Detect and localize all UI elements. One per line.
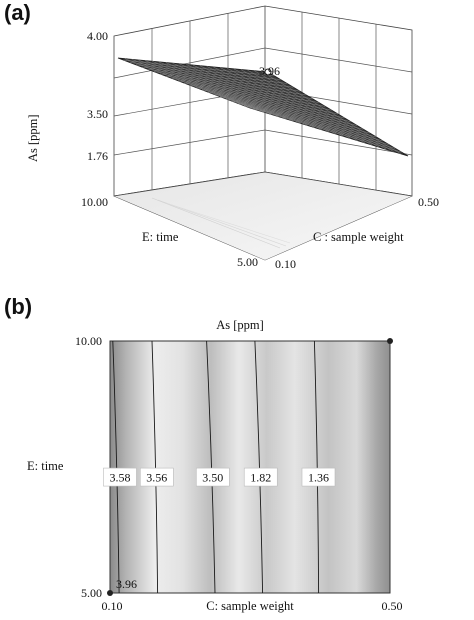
contour-label-3.58: 3.58 — [109, 471, 130, 485]
panel-a: (a) 3.96 — [4, 0, 439, 271]
design-point-1 — [387, 338, 393, 344]
surface-mesh-line-v14 — [201, 89, 358, 126]
contour-line-3.56 — [151, 340, 159, 594]
y-tick-10.00: 10.00 — [81, 195, 108, 209]
y-axis: 10.00 5.00 E: time — [81, 195, 258, 269]
contour-x-axis-title: C: sample weight — [206, 599, 294, 613]
contour-y-axis-title: E: time — [27, 459, 64, 473]
contour-label-1.82: 1.82 — [250, 471, 271, 485]
contour-title: As [ppm] — [216, 318, 264, 332]
contour-line-3.50 — [206, 340, 216, 594]
surface-mesh-line-v12 — [189, 85, 345, 119]
contour-y-tick-10.00: 10.00 — [75, 334, 102, 348]
z-tick-1.76: 1.76 — [87, 149, 108, 163]
floor-contours — [151, 197, 291, 249]
contour-label-box-3.58 — [103, 467, 137, 487]
contour-label-box-1.36 — [301, 467, 336, 487]
contour-line-1.82 — [254, 340, 264, 594]
surface-mesh-line-v11 — [183, 82, 339, 115]
contour-label-box-3.56 — [140, 467, 174, 487]
design-point-0 — [107, 590, 113, 596]
surface-mesh-line-u18 — [240, 69, 380, 148]
surface-mesh-line-u19 — [247, 69, 387, 150]
contour-label-3.56: 3.56 — [146, 471, 167, 485]
surface-mesh-line-u21 — [261, 71, 401, 155]
x-tick-0.10: 0.10 — [275, 257, 296, 271]
box-floor-back — [113, 171, 413, 197]
contour-x-tick-0.50: 0.50 — [382, 599, 403, 613]
surface-box — [113, 5, 413, 261]
contour-line-3.58 — [112, 340, 120, 594]
contour-x-tick-0.10: 0.10 — [102, 599, 123, 613]
x-axis: 0.10 0.50 C : sample weight — [275, 195, 439, 271]
contour-line-1.36 — [313, 340, 320, 594]
surface-mesh-line-u15 — [220, 67, 358, 141]
surface-mesh-line-v21 — [243, 105, 402, 153]
contour-plot-area — [109, 340, 391, 594]
response-surface: 3.96 — [117, 57, 409, 157]
contour-label-3.50: 3.50 — [202, 471, 223, 485]
surface-mesh-line-v17 — [219, 96, 377, 138]
box-floor — [114, 172, 412, 260]
panel-a-label: (a) — [4, 0, 31, 25]
floor-streak-1 — [151, 197, 281, 249]
surface-mesh-line-u20 — [254, 70, 394, 152]
surface-mesh-line-u13 — [206, 66, 344, 137]
floor-streak-3 — [165, 202, 291, 244]
surface-mesh-line-v19 — [231, 100, 389, 145]
contour-label-1.36: 1.36 — [308, 471, 329, 485]
surface-annotation: 3.96 — [259, 64, 280, 78]
contour-labels: 3.58 3.56 3.50 1.82 1.36 — [103, 467, 336, 487]
contour-y-tick-5.00: 5.00 — [81, 586, 102, 600]
surface-mesh-line-u17 — [233, 68, 373, 146]
contour-lines — [112, 340, 320, 594]
surface-mesh — [123, 58, 402, 155]
surface-max-point — [264, 68, 272, 76]
y-tick-5.00: 5.00 — [237, 255, 258, 269]
z-tick-3.50: 3.50 — [87, 107, 108, 121]
contour-label-box-1.82 — [243, 467, 278, 487]
panel-b-label: (b) — [4, 294, 32, 319]
surface-mesh-line-u12 — [199, 65, 337, 135]
x-axis-title: C : sample weight — [313, 230, 404, 244]
z-axis: 4.00 3.50 1.76 As [ppm] — [26, 29, 108, 163]
z-axis-title: As [ppm] — [26, 114, 40, 162]
panel-b: (b) As [ppm] 3.58 3.56 3.50 1.82 1.36 3.96 1… — [4, 294, 403, 613]
x-tick-0.50: 0.50 — [418, 195, 439, 209]
corner-value-label: 3.96 — [116, 577, 137, 591]
contour-label-box-3.50 — [196, 467, 230, 487]
surface-mesh-line-u16 — [226, 67, 366, 144]
surface-mesh-line-v18 — [225, 98, 383, 141]
z-tick-4.00: 4.00 — [87, 29, 108, 43]
surface-mesh-line-v13 — [195, 87, 351, 122]
surface-mesh-line-v15 — [207, 91, 364, 130]
surface-mesh-line-u14 — [213, 66, 351, 139]
floor-streak-2 — [157, 199, 287, 247]
design-points — [107, 338, 393, 596]
grid-h3 — [113, 129, 413, 156]
surface-mesh-line-v20 — [237, 103, 396, 149]
y-axis-title: E: time — [142, 230, 179, 244]
surface-mesh-line-v16 — [213, 94, 370, 134]
